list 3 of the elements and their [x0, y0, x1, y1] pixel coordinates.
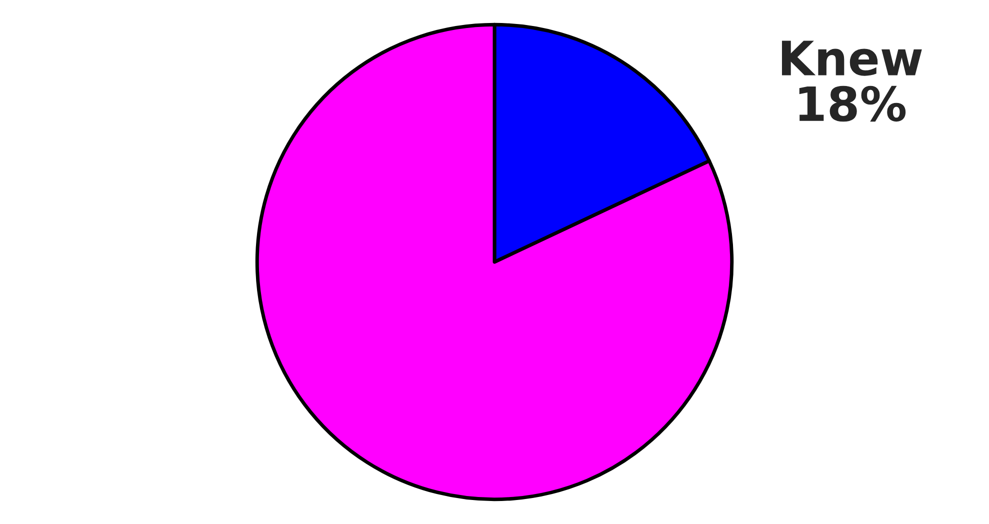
pie-slice [255, 22, 734, 502]
data-label: 18% [799, 86, 906, 122]
slice-label: Knew [782, 40, 922, 76]
